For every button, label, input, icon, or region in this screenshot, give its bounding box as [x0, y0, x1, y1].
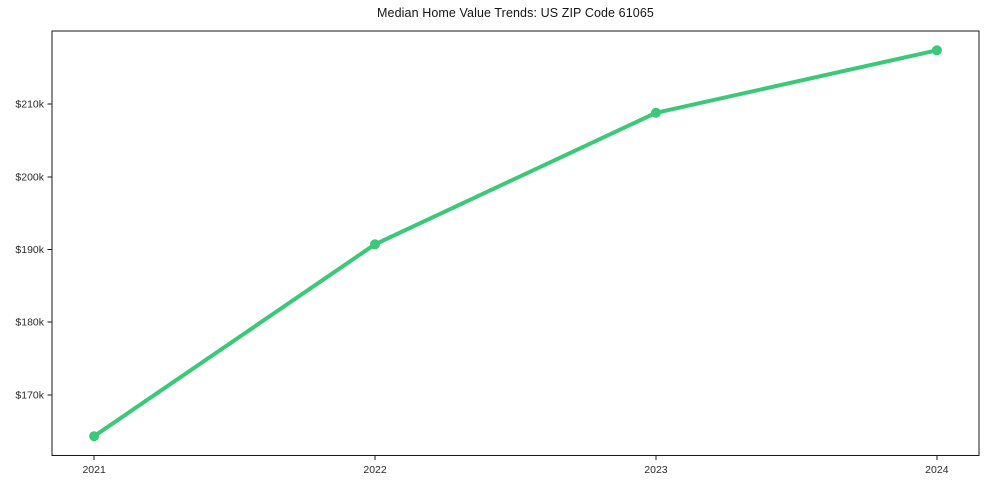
data-point [651, 107, 661, 118]
x-tick-label: 2023 [644, 464, 668, 476]
x-tick-label: 2024 [925, 464, 949, 476]
x-tick-label: 2022 [363, 464, 387, 476]
data-point [89, 431, 100, 442]
plot-border [51, 30, 980, 456]
chart-title: Median Home Value Trends: US ZIP Code 61… [377, 6, 654, 20]
line-series [92, 48, 939, 439]
y-tick-label: $210k [15, 99, 44, 111]
y-tick-label: $200k [15, 171, 44, 183]
y-tick-label: $170k [15, 389, 44, 401]
data-point [931, 45, 942, 56]
x-tick-label: 2021 [82, 464, 106, 476]
y-tick-label: $180k [15, 317, 44, 329]
y-tick-label: $190k [15, 244, 44, 256]
data-point [370, 239, 380, 250]
